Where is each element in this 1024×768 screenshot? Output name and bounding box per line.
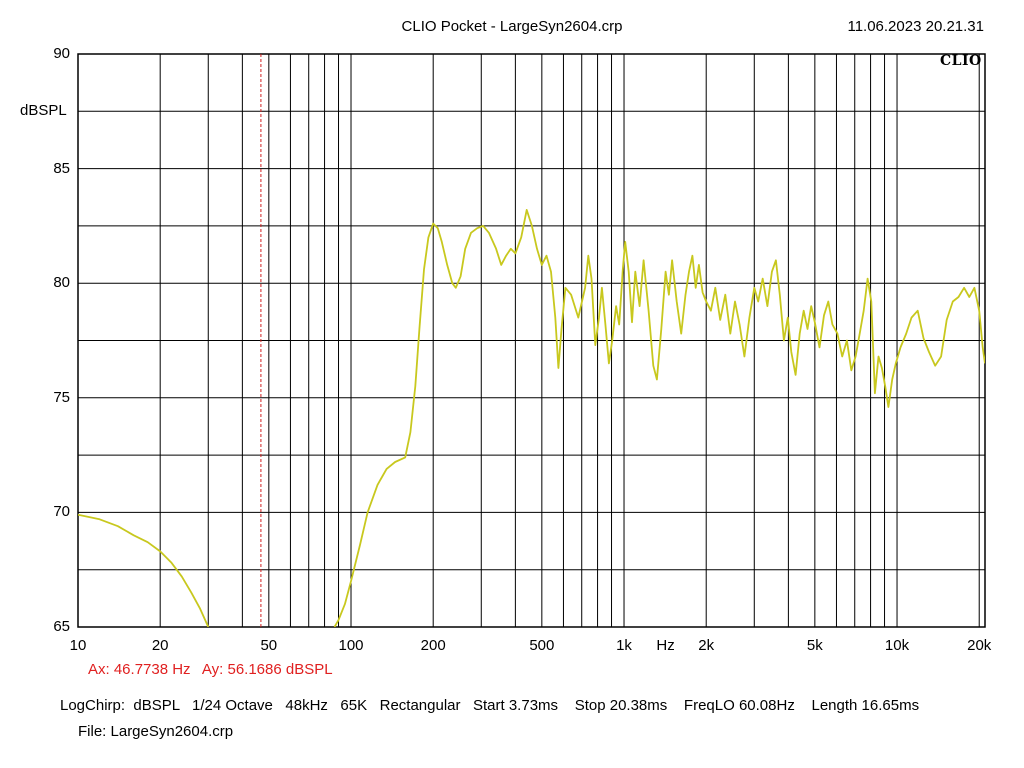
x-tick-label: 10k (884, 637, 910, 654)
x-axis-unit-label: Hz (656, 637, 675, 654)
x-tick-label: 10 (69, 637, 87, 654)
x-tick-label: 500 (529, 637, 555, 654)
x-tick-label: 20 (151, 637, 169, 654)
response-curve (333, 209, 985, 627)
cursor-ax-readout: Ax: 46.7738 Hz (88, 661, 191, 678)
y-tick-label: 80 (53, 274, 70, 292)
y-tick-label: 70 (53, 503, 70, 521)
cursor-ay-readout: Ay: 56.1686 dBSPL (201, 661, 333, 678)
response-curve (78, 513, 210, 627)
y-tick-label: 90 (53, 45, 70, 62)
x-tick-label: 100 (338, 637, 364, 654)
measurement-parameters: LogChirp: dBSPL 1/24 Octave 48kHz 65K Re… (60, 697, 920, 714)
y-tick-label: 85 (53, 159, 70, 177)
x-tick-label: 1k (616, 637, 632, 654)
file-name: File: LargeSyn2604.crp (78, 723, 234, 740)
measurement-datetime: 11.06.2023 20.21.31 (847, 18, 984, 35)
clio-logo: CLIO (940, 53, 982, 69)
cursor-readout: Ax: 46.7738 Hz Ay: 56.1686 dBSPL (88, 661, 341, 678)
x-tick-label: 2k (698, 637, 715, 654)
y-tick-label: 75 (53, 388, 70, 406)
plot-frame (77, 53, 986, 628)
x-tick-label: 5k (806, 637, 823, 654)
y-tick-label: 65 (53, 618, 70, 635)
chart-title: CLIO Pocket - LargeSyn2604.crp (401, 18, 623, 35)
x-tick-label: 50 (260, 637, 278, 654)
x-tick-label: 20k (967, 637, 992, 654)
x-tick-label: 200 (420, 637, 446, 654)
y-axis-label: dBSPL (20, 102, 67, 119)
